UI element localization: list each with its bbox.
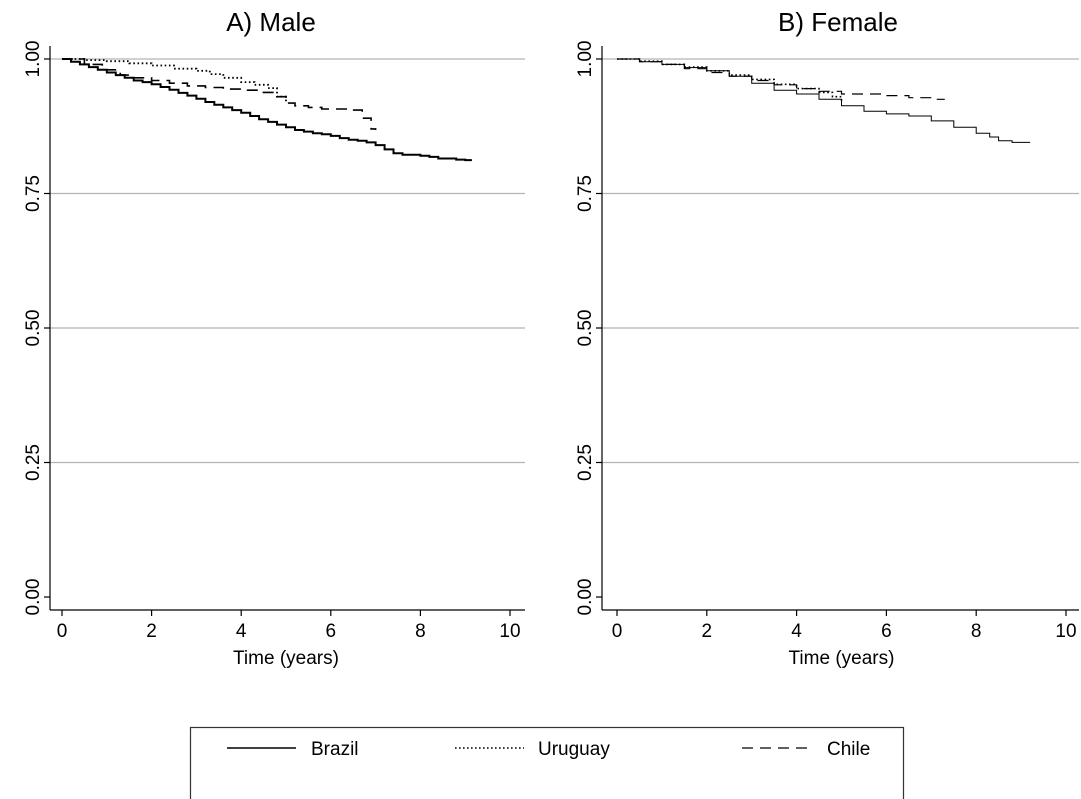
legend-box bbox=[189, 726, 905, 799]
series-uruguay-line bbox=[62, 58, 287, 104]
x-tick-label: 4 bbox=[236, 621, 247, 642]
x-axis-label: Time (years) bbox=[789, 648, 895, 669]
x-tick-label: 8 bbox=[415, 621, 426, 642]
y-tick-label: 0.50 bbox=[23, 310, 44, 347]
series-chile-line bbox=[62, 58, 377, 130]
x-tick-label: 2 bbox=[702, 621, 713, 642]
x-tick-label: 4 bbox=[791, 621, 802, 642]
x-tick-label: 10 bbox=[499, 621, 520, 642]
y-tick-label: 0.50 bbox=[575, 310, 596, 347]
y-tick-label: 0.00 bbox=[575, 579, 596, 616]
x-tick-label: 8 bbox=[971, 621, 982, 642]
x-tick-label: 0 bbox=[57, 621, 68, 642]
legend-label-brazil: Brazil bbox=[311, 739, 359, 760]
x-tick-label: 10 bbox=[1055, 621, 1076, 642]
y-tick-label: 0.25 bbox=[23, 444, 44, 481]
y-tick-label: 1.00 bbox=[575, 41, 596, 78]
x-tick-label: 0 bbox=[612, 621, 623, 642]
male-panel: A) Male 0.00 0.25 0.50 0.75 1.00 0 2 4 6 8 10 Time (… bbox=[23, 7, 525, 669]
female-panel: B) Female 0.00 0.25 0.50 0.75 1.00 0 2 4 6 8 10 Time… bbox=[575, 7, 1079, 669]
y-tick-label: 0.25 bbox=[575, 444, 596, 481]
chart-title: A) Male bbox=[226, 7, 316, 37]
series-brazil-line bbox=[617, 58, 1031, 143]
x-axis-label: Time (years) bbox=[233, 648, 339, 669]
chart-title: B) Female bbox=[778, 7, 898, 37]
y-tick-label: 1.00 bbox=[23, 41, 44, 78]
x-tick-label: 2 bbox=[146, 621, 157, 642]
y-tick-label: 0.75 bbox=[23, 175, 44, 212]
y-tick-label: 0.00 bbox=[23, 579, 44, 616]
y-tick-label: 0.75 bbox=[575, 175, 596, 212]
series-brazil-line bbox=[62, 58, 472, 162]
legend-label-uruguay: Uruguay bbox=[538, 739, 610, 760]
x-tick-label: 6 bbox=[326, 621, 337, 642]
series-uruguay-line bbox=[617, 58, 843, 102]
series-chile-line bbox=[617, 58, 945, 100]
legend: Brazil Uruguay Chile bbox=[189, 726, 905, 799]
x-tick-label: 6 bbox=[881, 621, 892, 642]
legend-label-chile: Chile bbox=[827, 739, 870, 760]
